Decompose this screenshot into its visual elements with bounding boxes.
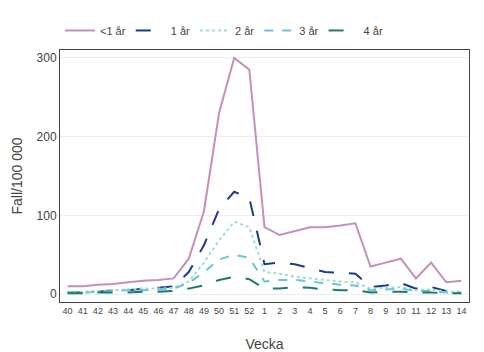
svg-text:Vecka: Vecka: [245, 336, 283, 352]
svg-text:300: 300: [37, 51, 57, 65]
svg-text:40: 40: [63, 306, 73, 316]
svg-text:5: 5: [323, 306, 328, 316]
svg-text:52: 52: [244, 306, 254, 316]
svg-text:8: 8: [368, 306, 373, 316]
svg-text:41: 41: [78, 306, 88, 316]
svg-text:10: 10: [396, 306, 406, 316]
svg-text:45: 45: [138, 306, 148, 316]
svg-text:0: 0: [50, 287, 57, 301]
svg-text:47: 47: [169, 306, 179, 316]
svg-text:46: 46: [153, 306, 163, 316]
svg-text:2: 2: [277, 306, 282, 316]
svg-text:50: 50: [214, 306, 224, 316]
svg-text:14: 14: [456, 306, 466, 316]
svg-text:9: 9: [383, 306, 388, 316]
svg-text:44: 44: [123, 306, 133, 316]
svg-text:6: 6: [338, 306, 343, 316]
svg-text:43: 43: [108, 306, 118, 316]
svg-text:13: 13: [441, 306, 451, 316]
svg-text:<1 år: <1 år: [100, 25, 126, 37]
svg-text:100: 100: [37, 209, 57, 223]
svg-text:49: 49: [199, 306, 209, 316]
svg-text:7: 7: [353, 306, 358, 316]
svg-text:12: 12: [426, 306, 436, 316]
svg-text:1: 1: [262, 306, 267, 316]
svg-text:3: 3: [292, 306, 297, 316]
svg-text:42: 42: [93, 306, 103, 316]
svg-text:48: 48: [184, 306, 194, 316]
svg-text:51: 51: [229, 306, 239, 316]
svg-text:1 år: 1 år: [171, 25, 190, 37]
svg-text:200: 200: [37, 130, 57, 144]
svg-text:4: 4: [307, 306, 312, 316]
svg-text:Fall/100 000: Fall/100 000: [9, 137, 25, 214]
svg-text:11: 11: [411, 306, 420, 316]
svg-text:4 år: 4 år: [364, 25, 383, 37]
svg-text:2 år: 2 år: [235, 25, 254, 37]
svg-text:3 år: 3 år: [299, 25, 318, 37]
